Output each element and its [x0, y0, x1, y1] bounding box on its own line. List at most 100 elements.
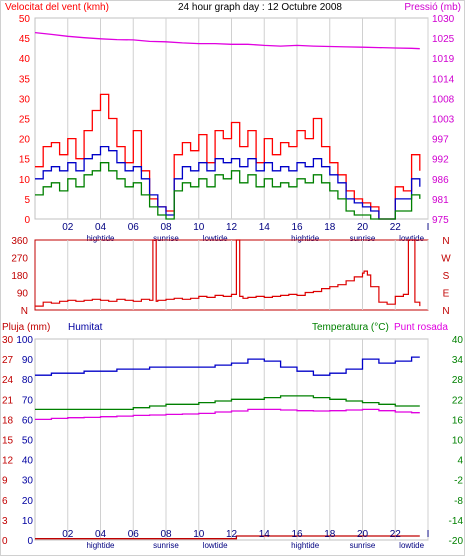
pressure-tick-label: 1025: [432, 34, 455, 45]
event-label: hightide: [291, 234, 320, 243]
pressure-tick-label: 986: [432, 175, 449, 186]
rain-ticks: 0 3 6 9 12 15 18 21 24 27 30: [2, 335, 14, 547]
temperature-tick-label: -2: [454, 476, 463, 487]
wind-speed-ticks: 0 5 10 15 20 25 30 35 40 45 50: [19, 14, 31, 226]
humidity-tick-label: 10: [22, 516, 34, 527]
hour-tick-label: 06: [128, 222, 140, 233]
rain-humidity-temperature-series: [35, 356, 420, 540]
pressure-tick-label: 1030: [432, 14, 455, 25]
wind-speed-tick-label: 0: [24, 215, 30, 226]
hour-tick-label: 12: [226, 222, 238, 233]
wind-speed-tick-label: 50: [19, 14, 31, 25]
event-label: sunrise: [350, 541, 376, 550]
temperature-tick-label: -14: [449, 516, 464, 527]
rain-humidity-x-ticks: 02 04 06 08 10 12 14 16 18 20 22 I: [62, 529, 429, 540]
hour-tick-label: 22: [390, 529, 402, 540]
pressure-tick-label: 997: [432, 135, 449, 146]
hour-tick-label: 02: [62, 222, 74, 233]
wind-pressure-panel: Velocitat del vent (kmh) 24 hour graph d…: [5, 2, 461, 243]
pressure-tick-label: 992: [432, 155, 449, 166]
rain-tick-label: 21: [2, 395, 14, 406]
rain-tick-label: 6: [2, 496, 8, 507]
wind-speed-tick-label: 40: [19, 54, 31, 65]
wind-pressure-x-ticks: 02 04 06 08 10 12 14 16 18 20 22 I: [62, 222, 429, 233]
hour-tick-label: 08: [160, 222, 172, 233]
rain-tick-label: 27: [2, 355, 14, 366]
event-label: hightide: [86, 541, 115, 550]
event-label: sunrise: [350, 234, 376, 243]
pressure-tick-label: 975: [432, 215, 449, 226]
temperature-tick-label: 10: [452, 436, 464, 447]
series-line: [35, 395, 420, 411]
pressure-tick-label: 1003: [432, 115, 455, 126]
wind-speed-tick-label: 20: [19, 135, 31, 146]
chart-title: 24 hour graph day : 12 Octubre 2008: [178, 2, 342, 13]
event-label: lowtide: [399, 541, 424, 550]
humidity-axis-title: Humitat: [68, 322, 103, 333]
rain-tick-label: 12: [2, 456, 14, 467]
pressure-ticks: 975 981 986 992 997 1003 1008 1014 1019 1025 1030: [432, 14, 455, 226]
humidity-tick-label: 50: [22, 436, 34, 447]
wind-direction-series: [35, 239, 421, 307]
event-label: lowtide: [203, 234, 228, 243]
humidity-tick-label: 80: [22, 375, 34, 386]
humidity-tick-label: 90: [22, 355, 34, 366]
wind-direction-tick-label: 270: [11, 254, 28, 265]
rain-tick-label: 9: [2, 476, 8, 487]
hour-tick-label: I: [427, 222, 430, 233]
hour-tick-label: 14: [259, 222, 271, 233]
humidity-tick-label: 30: [22, 476, 34, 487]
wind-speed-tick-label: 30: [19, 94, 31, 105]
series-line: [35, 408, 420, 421]
humidity-tick-label: 100: [16, 335, 33, 346]
pressure-tick-label: 1008: [432, 94, 455, 105]
temperature-tick-label: -8: [454, 496, 463, 507]
hour-tick-label: 08: [160, 529, 172, 540]
event-label: hightide: [86, 234, 115, 243]
wind-direction-tick-label: N: [21, 306, 28, 317]
series-line: [35, 145, 421, 220]
wind-speed-axis-title: Velocitat del vent (kmh): [5, 2, 109, 13]
hour-tick-label: 04: [95, 529, 107, 540]
hour-tick-label: 06: [128, 529, 140, 540]
temperature-tick-label: 4: [457, 456, 463, 467]
hour-tick-label: 10: [193, 529, 205, 540]
wind-speed-tick-label: 25: [19, 115, 31, 126]
temperature-tick-label: 16: [452, 415, 464, 426]
wind-direction-tick-label: 360: [11, 236, 28, 247]
temperature-tick-label: 22: [452, 395, 464, 406]
wind-pressure-series: [34, 31, 421, 220]
pressure-tick-label: 1019: [432, 54, 455, 65]
temperature-tick-label: 40: [452, 335, 464, 346]
rain-humidity-grid: [67, 339, 429, 540]
event-label: sunrise: [153, 541, 179, 550]
compass-label: S: [443, 271, 450, 282]
compass-label: E: [443, 289, 450, 300]
hour-tick-label: I: [427, 529, 430, 540]
wind-speed-tick-label: 35: [19, 74, 31, 85]
temperature-ticks: -20 -14 -8 -2 4 10 16 22 28 34 40: [449, 335, 464, 547]
rain-tick-label: 3: [2, 516, 8, 527]
pressure-axis-title: Pressió (mb): [404, 2, 461, 13]
rain-humidity-temperature-panel: Pluja (mm) Humitat Temperatura (°C) Punt…: [2, 322, 463, 550]
wind-pressure-event-labels: hightide sunrise lowtide hightide sunrise low…: [86, 234, 424, 243]
hour-tick-label: 22: [390, 222, 402, 233]
event-label: hightide: [291, 541, 320, 550]
wind-direction-tick-label: 180: [11, 271, 28, 282]
humidity-ticks: 0 10 20 30 40 50 60 70 80 90 100: [16, 335, 33, 547]
series-line: [35, 162, 421, 220]
compass-label: N: [442, 236, 449, 247]
series-line: [35, 93, 421, 220]
event-label: lowtide: [203, 541, 228, 550]
hour-tick-label: 16: [291, 222, 303, 233]
hour-tick-label: 20: [357, 529, 369, 540]
rain-tick-label: 15: [2, 436, 14, 447]
dewpoint-axis-title: Punt rosada: [394, 322, 448, 333]
temperature-tick-label: 34: [452, 355, 464, 366]
humidity-tick-label: 0: [27, 536, 33, 547]
series-line: [34, 31, 420, 50]
wind-speed-tick-label: 45: [19, 34, 31, 45]
wind-direction-line: [35, 239, 421, 307]
